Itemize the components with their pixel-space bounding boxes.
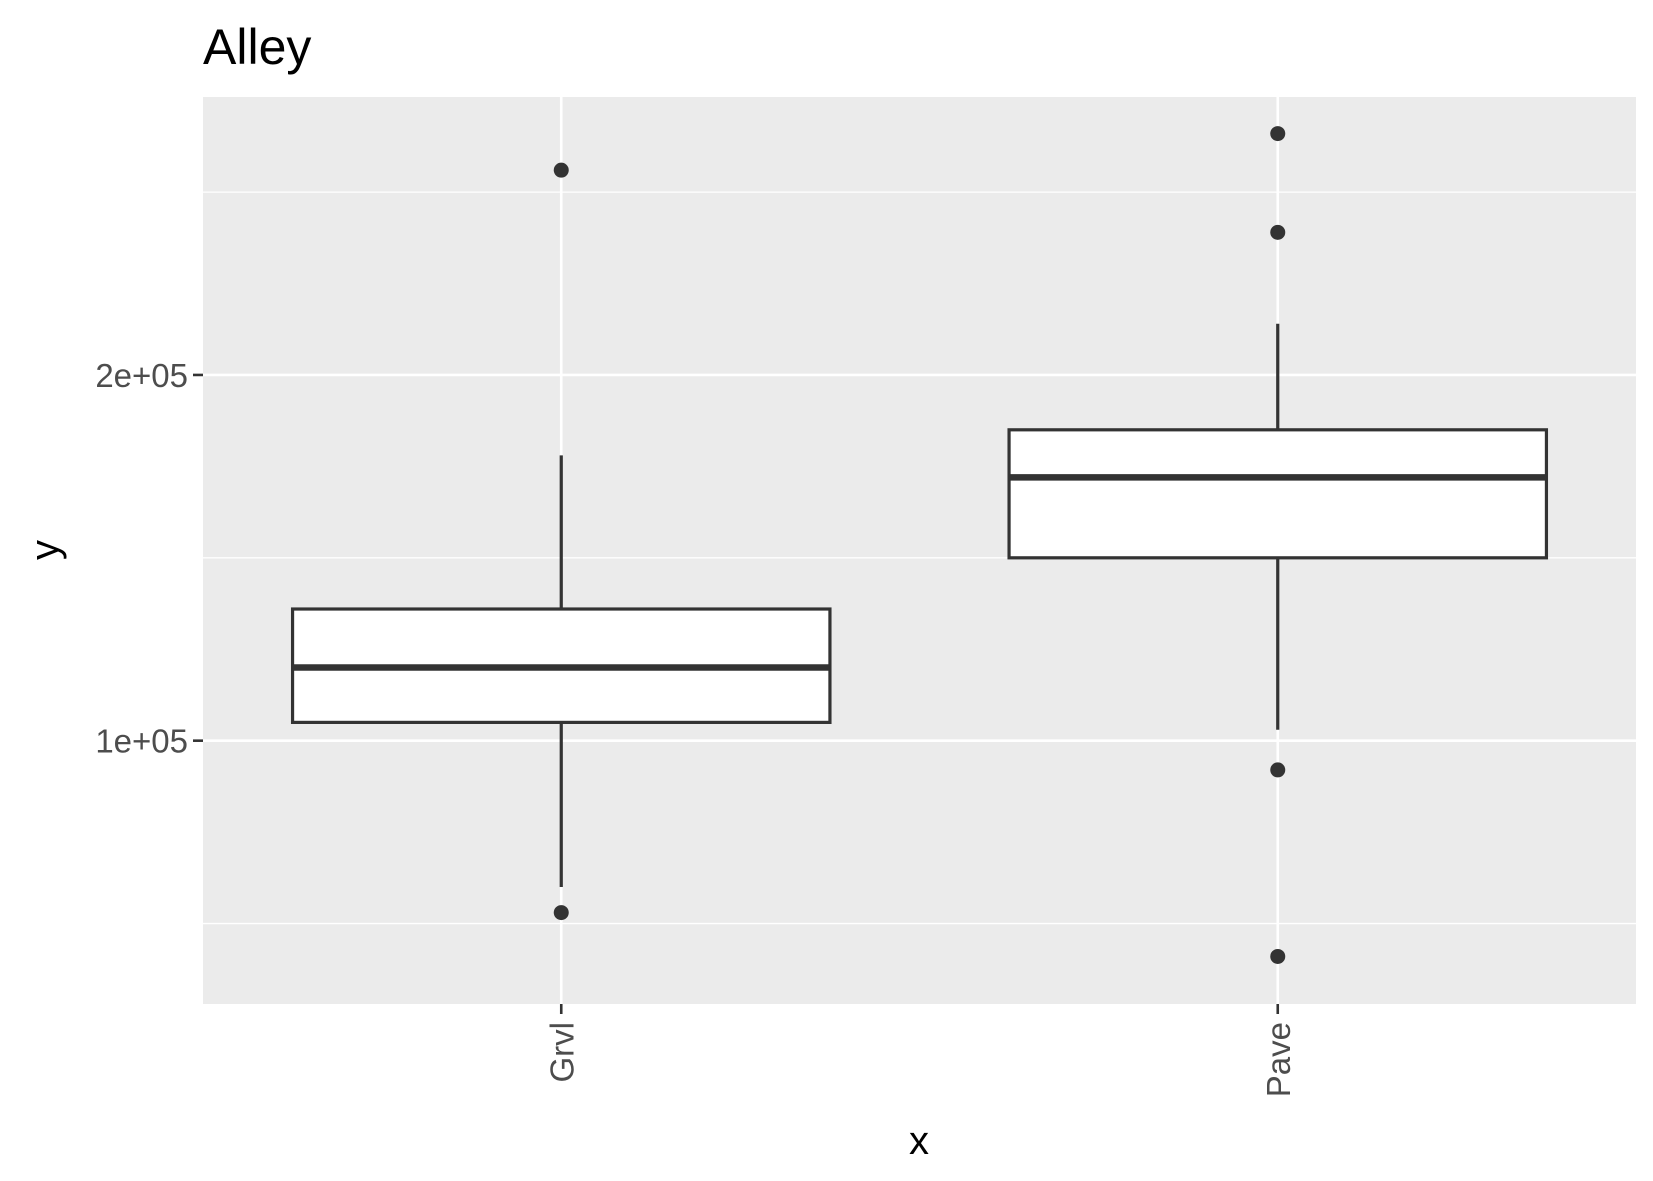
y-axis-title: y [23, 540, 67, 560]
y-axis: 1e+05 2e+05 [95, 357, 203, 760]
y-tick-label: 1e+05 [95, 723, 188, 760]
x-tick-label: Pave [1260, 1022, 1297, 1097]
outlier-point [1270, 948, 1286, 964]
box-grvl [290, 162, 832, 921]
outlier-point [553, 162, 569, 178]
outlier-point [1270, 224, 1286, 240]
outlier-point [1270, 126, 1286, 142]
outlier-point [1270, 762, 1286, 778]
x-axis: Grvl Pave [543, 1004, 1297, 1097]
chart-title: Alley [203, 19, 311, 75]
box-pave [1007, 126, 1549, 964]
boxes-layer [290, 126, 1549, 964]
iqr-box [1007, 428, 1549, 560]
x-tick-label: Grvl [543, 1022, 580, 1083]
x-axis-title: x [909, 1119, 929, 1163]
outlier-point [553, 905, 569, 921]
y-tick-label: 2e+05 [95, 357, 188, 394]
